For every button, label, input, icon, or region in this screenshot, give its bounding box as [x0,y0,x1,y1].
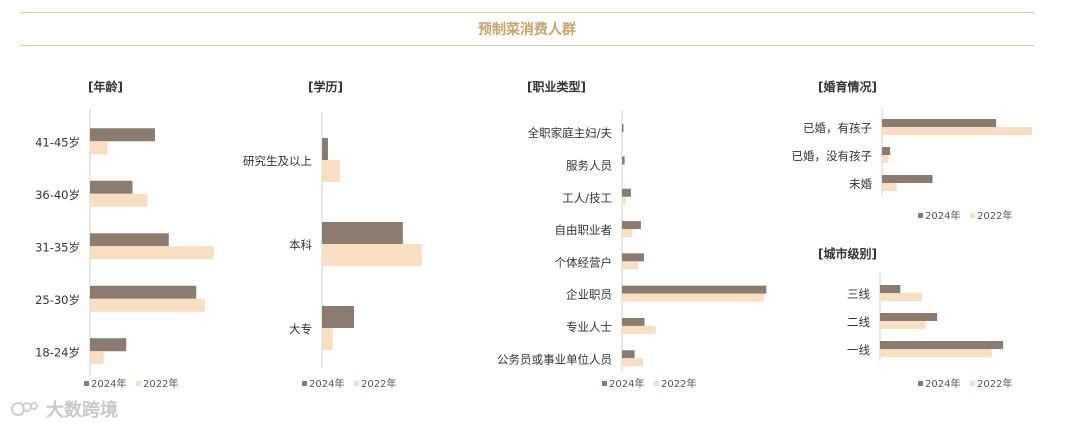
bar-2024-0-2 [90,233,169,247]
category-label-0-0: 41-45岁 [35,135,80,149]
bar-2022-0-2 [90,246,214,260]
bar-2024-2-2 [622,188,631,197]
category-label-1-2: 大专 [289,322,312,336]
legend-swatch-2024-3 [918,213,923,218]
legend-label-2022-4: 2022年 [977,377,1012,390]
bar-2022-1-2 [322,328,333,350]
brand-logo-icon [11,402,38,416]
legend-label-2024-3: 2024年 [925,209,960,222]
chart-title-3: [婚育情况] [818,79,877,94]
bar-2024-3-1 [882,147,891,155]
bar-2022-3-0 [882,127,1032,135]
category-label-4-2: 一线 [847,343,870,357]
category-label-3-0: 已婚，有孩子 [803,121,872,135]
bar-2022-2-4 [622,261,639,270]
bar-2022-1-1 [322,244,422,266]
bar-2024-0-4 [90,338,127,352]
bar-2022-4-1 [880,321,926,329]
bar-2022-2-7 [622,358,643,367]
category-label-4-0: 三线 [847,287,870,301]
bar-2024-2-5 [622,285,767,294]
category-label-2-1: 服务人员 [566,158,612,172]
bar-2022-0-1 [90,193,148,207]
bar-2024-4-1 [880,313,938,321]
bar-2024-1-0 [322,138,328,160]
chart-title-0: [年龄] [88,79,123,94]
category-label-1-0: 研究生及以上 [243,154,312,168]
legend-label-2022-3: 2022年 [977,209,1012,222]
legend-swatch-2024-1 [302,381,307,386]
bar-2024-2-3 [622,221,641,230]
bar-2024-3-0 [882,119,997,127]
bar-2022-0-3 [90,298,205,312]
category-label-0-4: 18-24岁 [35,345,80,359]
legend-swatch-2024-2 [602,381,607,386]
category-label-3-1: 已婚，没有孩子 [792,149,873,163]
bar-2024-0-1 [90,180,133,194]
category-label-2-7: 公务员或事业单位人员 [497,352,612,366]
bar-2022-3-1 [882,155,889,163]
bar-2022-2-2 [622,196,626,205]
bar-2022-2-5 [622,293,764,302]
bar-2024-4-2 [880,341,1004,349]
legend-swatch-2024-0 [84,381,89,386]
bar-2022-0-0 [90,141,108,155]
bar-2024-2-6 [622,317,645,326]
category-label-2-4: 个体经营户 [555,255,613,269]
legend-label-2022-0: 2022年 [143,377,178,390]
chart-title-2: [职业类型] [527,79,586,94]
category-label-1-1: 本科 [289,238,312,252]
legend-swatch-2022-0 [136,381,141,386]
legend-swatch-2022-3 [970,213,975,218]
category-label-4-1: 二线 [847,315,870,329]
bar-2024-1-1 [322,222,403,244]
page-title: 预制菜消费人群 [478,22,576,38]
category-label-2-5: 企业职员 [566,288,612,302]
category-label-0-3: 25-30岁 [35,293,80,307]
bar-2024-2-4 [622,253,645,262]
bar-2022-4-0 [880,293,922,301]
category-label-2-6: 专业人士 [566,320,612,334]
bar-2024-2-0 [622,124,624,133]
legend-swatch-2022-1 [354,381,359,386]
category-label-2-0: 全职家庭主妇/夫 [528,126,613,140]
legend-label-2024-1: 2024年 [309,377,344,390]
bar-2022-0-4 [90,351,104,365]
watermark-text: 大数跨境 [46,400,118,421]
bar-2024-3-2 [882,175,933,183]
legend-swatch-2022-4 [970,381,975,386]
legend-label-2024-2: 2024年 [609,377,644,390]
legend-label-2022-1: 2022年 [361,377,396,390]
bar-2024-0-3 [90,285,197,299]
bar-2022-2-3 [622,229,633,238]
bar-2024-4-0 [880,285,901,293]
bar-2022-4-2 [880,349,992,357]
bar-2022-1-0 [322,160,340,182]
legend-swatch-2024-4 [918,381,923,386]
bar-2024-2-1 [622,156,625,165]
chart-title-4: [城市级别] [818,246,877,261]
bar-2024-0-0 [90,128,155,142]
category-label-0-1: 36-40岁 [35,188,80,202]
chart-title-1: [学历] [308,79,343,94]
watermark: 大数跨境 [10,396,118,422]
title-band: 预制菜消费人群 [20,12,1034,46]
legend-label-2022-2: 2022年 [661,377,696,390]
bar-2022-3-2 [882,183,897,191]
category-label-3-2: 未婚 [849,177,872,191]
category-label-2-3: 自由职业者 [555,223,613,237]
bar-2022-2-0 [622,132,623,141]
bar-2024-1-2 [322,306,355,328]
category-label-0-2: 31-35岁 [35,240,80,254]
legend-swatch-2022-2 [654,381,659,386]
bar-2022-2-6 [622,325,656,334]
category-label-2-2: 工人/技工 [562,191,612,205]
legend-label-2024-0: 2024年 [91,377,126,390]
bar-2022-2-1 [622,164,624,173]
legend-label-2024-4: 2024年 [925,377,960,390]
bar-2024-2-7 [622,350,635,359]
